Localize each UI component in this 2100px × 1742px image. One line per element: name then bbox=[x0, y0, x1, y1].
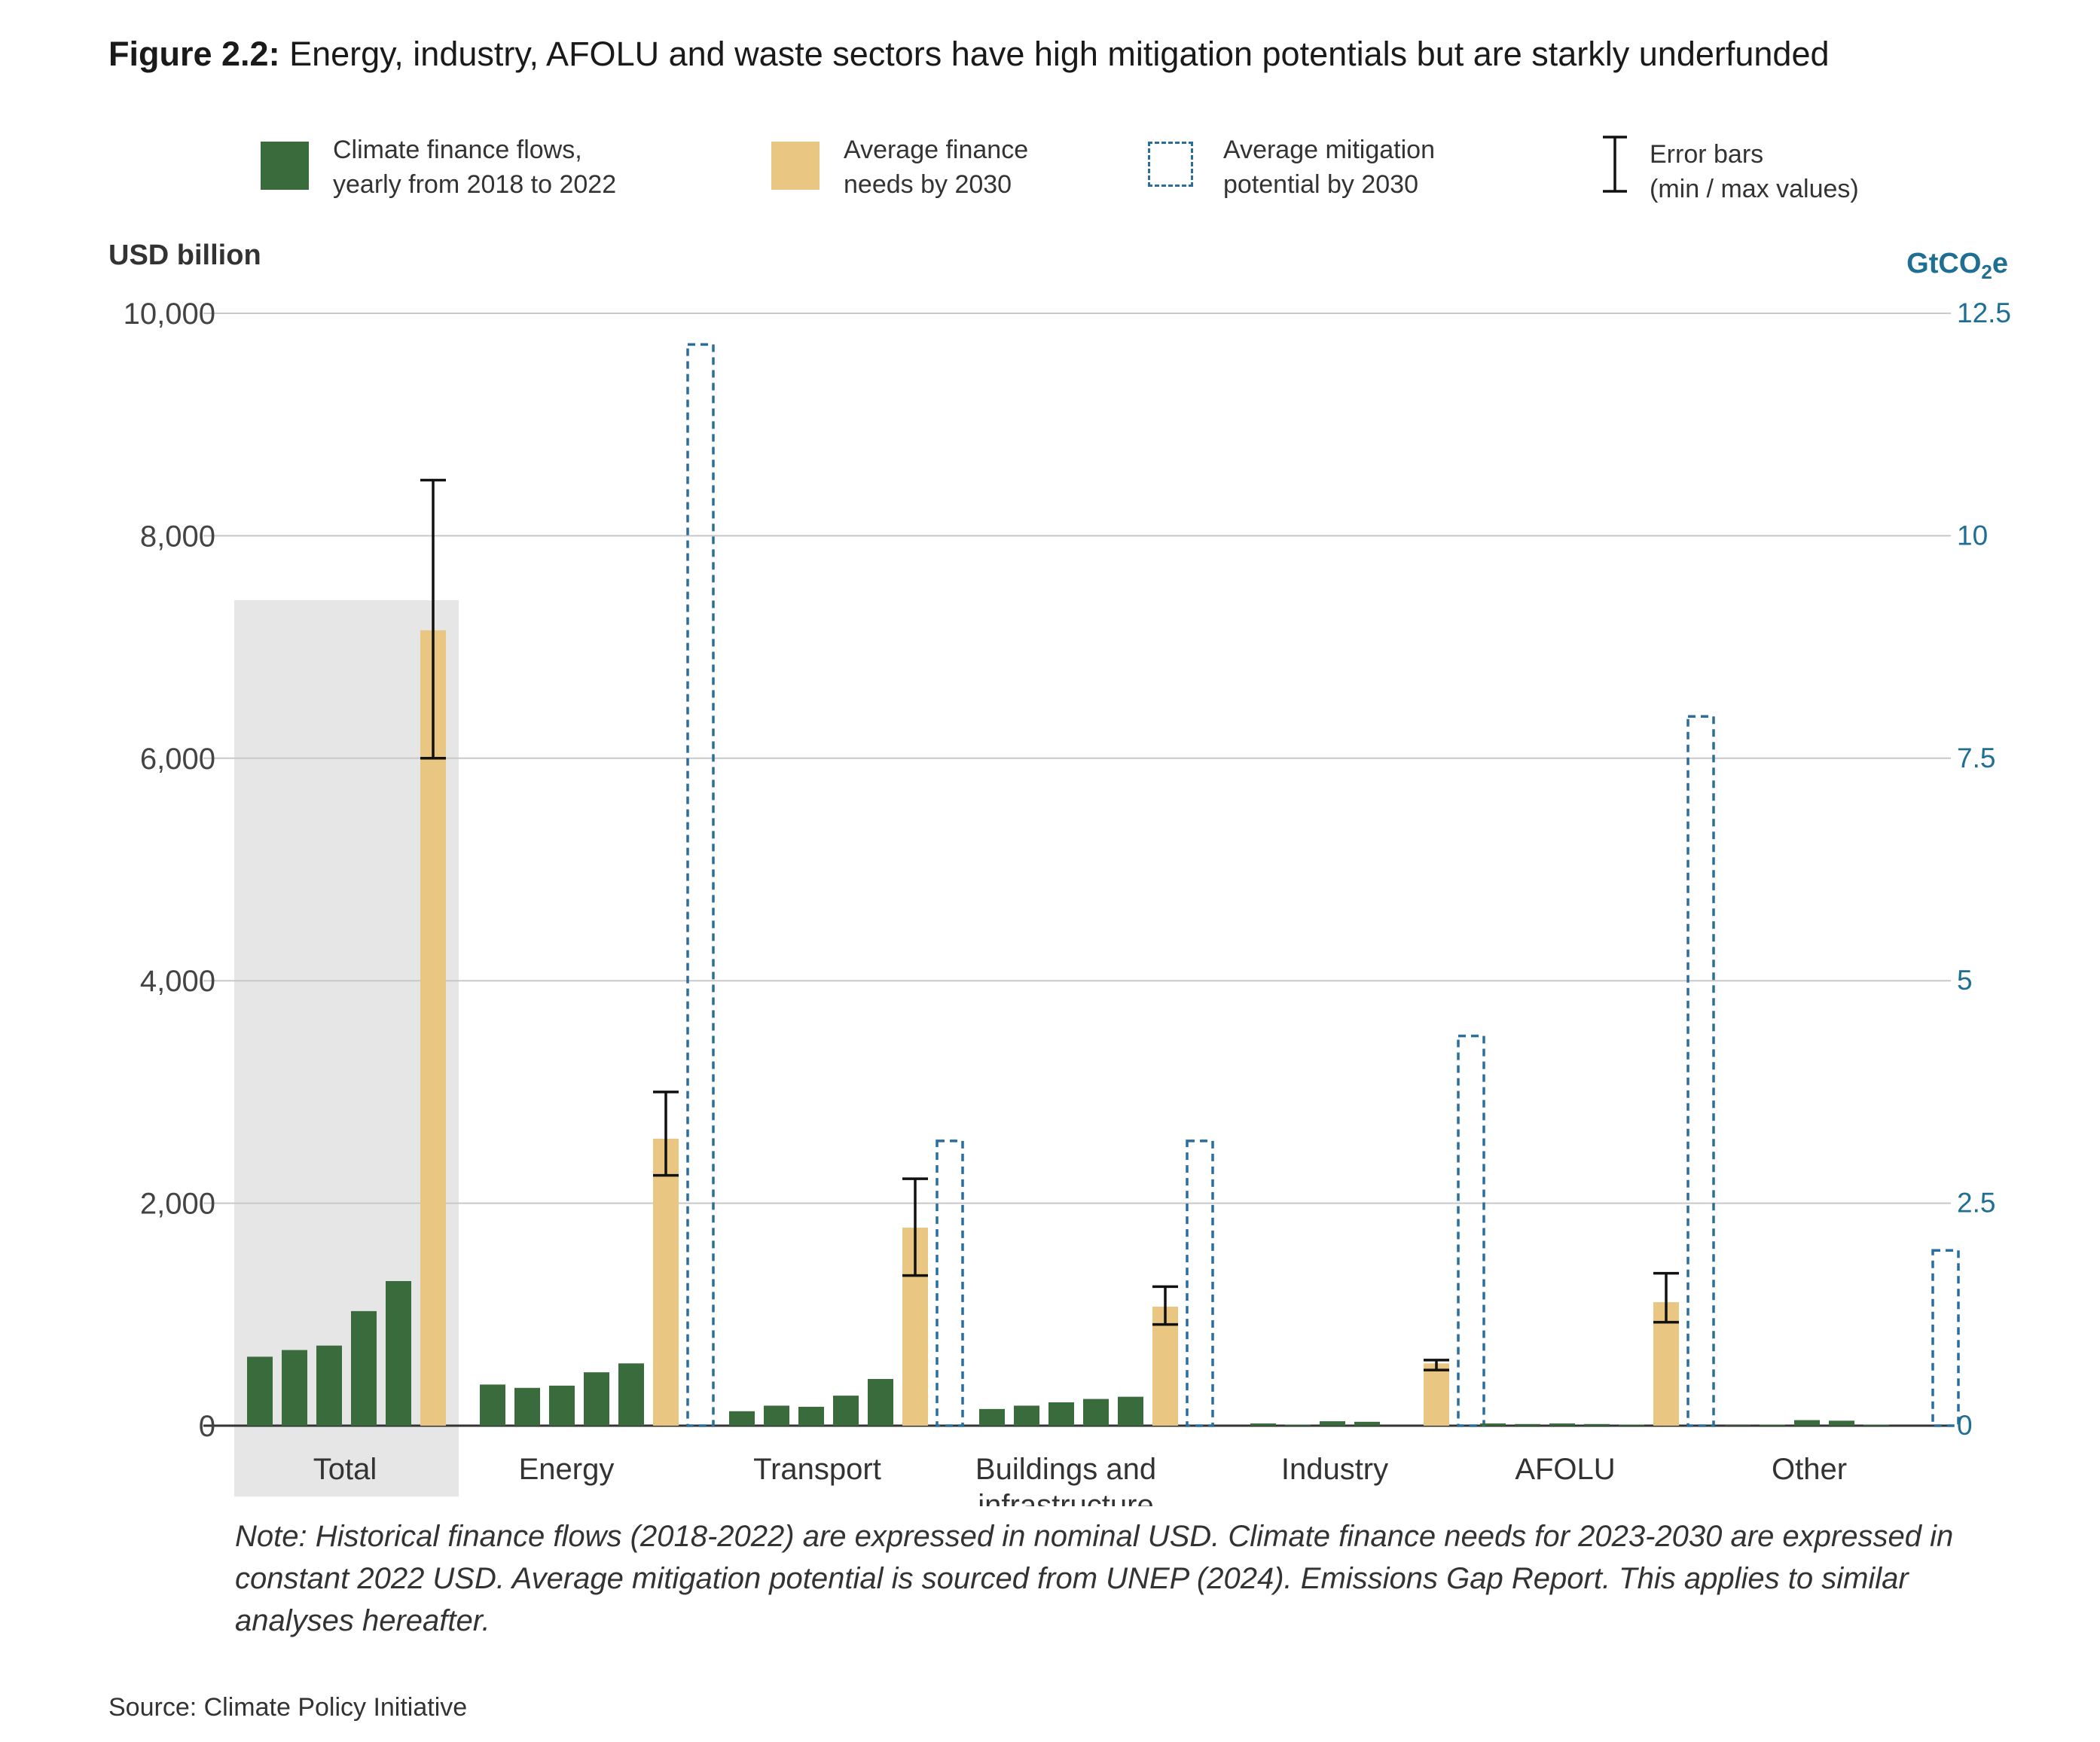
legend-potential-label: Average mitigation potential by 2030 bbox=[1223, 133, 1435, 202]
flow-bar bbox=[1083, 1399, 1109, 1426]
note-text: : Historical finance flows (2018-2022) a… bbox=[235, 1520, 1954, 1637]
potential-bar bbox=[1457, 1034, 1485, 1427]
category-label: Energy bbox=[519, 1453, 615, 1486]
legend-needs: Average finance needs by 2030 bbox=[771, 133, 1088, 200]
flow-bar bbox=[1354, 1421, 1380, 1426]
flow-bar bbox=[1794, 1420, 1820, 1426]
flow-bar bbox=[1725, 1425, 1751, 1426]
y-left-tick-label: 0 bbox=[199, 1410, 215, 1443]
y-right-tick-label: 2.5 bbox=[1957, 1188, 1995, 1219]
flow-bar bbox=[868, 1378, 893, 1426]
bars bbox=[247, 343, 1960, 1427]
flow-bar bbox=[247, 1356, 273, 1426]
flow-bar bbox=[1285, 1424, 1311, 1426]
flow-bar bbox=[351, 1310, 377, 1426]
potential-bar bbox=[1186, 1139, 1214, 1427]
chart: 0 0 2,000 2.5 4,000 5 6,000 7.5 8,000 10 10,000 12.… bbox=[108, 239, 2011, 1506]
flow-bar bbox=[386, 1280, 411, 1426]
needs-bar bbox=[1424, 1363, 1449, 1426]
flow-bar bbox=[1014, 1405, 1039, 1426]
y-right-tick-label: 12.5 bbox=[1957, 297, 2011, 328]
legend-needs-line1: Average finance bbox=[844, 136, 1029, 164]
legend-potential-line2: potential by 2030 bbox=[1223, 170, 1418, 199]
axis-labels: 0 0 2,000 2.5 4,000 5 6,000 7.5 8,000 10 10,000 12.… bbox=[124, 297, 2011, 1506]
y-left-tick-label: 6,000 bbox=[140, 743, 215, 776]
potential-bar bbox=[936, 1139, 964, 1427]
legend-flows-label: Climate finance flows, yearly from 2018 … bbox=[333, 133, 616, 202]
flow-bar bbox=[282, 1350, 307, 1426]
y-right-tick-label: 5 bbox=[1957, 965, 1973, 996]
flow-bar bbox=[618, 1363, 644, 1426]
flow-bar bbox=[1829, 1420, 1854, 1426]
flow-bar bbox=[1515, 1423, 1540, 1426]
category-label: Total bbox=[313, 1453, 377, 1486]
chart-note: Note: Historical finance flows (2018-202… bbox=[235, 1515, 1967, 1642]
y-right-tick-label: 0 bbox=[1957, 1410, 1973, 1441]
flow-bar bbox=[1760, 1424, 1785, 1426]
needs-bar bbox=[653, 1138, 679, 1426]
needs-bar bbox=[1152, 1306, 1178, 1426]
legend-potential: Average mitigation potential by 2030 bbox=[1148, 133, 1540, 200]
legend-errors-line2: (min / max values) bbox=[1650, 175, 1859, 203]
flow-bar bbox=[549, 1385, 575, 1426]
flow-bar bbox=[1863, 1424, 1889, 1426]
page-title: Figure 2.2: Energy, industry, AFOLU and … bbox=[108, 35, 1830, 74]
flow-bar bbox=[1320, 1421, 1345, 1426]
y-axis-right-label: GtCO2e bbox=[1906, 248, 2008, 283]
legend-needs-label: Average finance needs by 2030 bbox=[844, 133, 1028, 202]
y-right-tick-label: 7.5 bbox=[1957, 743, 1995, 773]
flow-bar bbox=[316, 1345, 342, 1426]
category-label: AFOLU bbox=[1515, 1453, 1615, 1486]
flow-bar bbox=[798, 1406, 824, 1426]
legend-needs-swatch bbox=[771, 142, 820, 190]
y-right-tick-label: 10 bbox=[1957, 520, 1988, 551]
y-left-tick-label: 10,000 bbox=[124, 297, 215, 331]
flow-bar bbox=[729, 1411, 755, 1426]
category-label: Other bbox=[1772, 1453, 1847, 1486]
flow-bar bbox=[480, 1384, 505, 1426]
flow-bar bbox=[1619, 1424, 1644, 1426]
y-left-tick-label: 2,000 bbox=[140, 1188, 215, 1221]
flow-bar bbox=[1584, 1423, 1610, 1426]
category-label: Buildings and bbox=[975, 1453, 1156, 1486]
flow-bar bbox=[1048, 1402, 1074, 1426]
needs-bar bbox=[420, 630, 446, 1426]
category-label: infrastructure bbox=[978, 1489, 1153, 1506]
flow-bar bbox=[1250, 1423, 1276, 1426]
flow-bar bbox=[833, 1396, 859, 1426]
legend-errors-line1: Error bars bbox=[1650, 140, 1764, 169]
legend-potential-line1: Average mitigation bbox=[1223, 136, 1435, 164]
legend-errors-label: Error bars (min / max values) bbox=[1650, 137, 1859, 206]
potential-bar bbox=[1686, 715, 1715, 1427]
figure-number: Figure 2.2: bbox=[108, 35, 280, 73]
error-bar-icon bbox=[1603, 136, 1627, 193]
flow-bar bbox=[764, 1405, 789, 1426]
note-label: Note bbox=[235, 1520, 299, 1553]
flow-bar bbox=[514, 1387, 540, 1426]
figure-title-text: Energy, industry, AFOLU and waste sector… bbox=[279, 35, 1830, 73]
legend-flows: Climate finance flows, yearly from 2018 … bbox=[261, 133, 652, 200]
y-left-tick-label: 8,000 bbox=[140, 520, 215, 553]
flow-bar bbox=[1549, 1423, 1575, 1426]
legend-flows-swatch bbox=[261, 142, 309, 190]
flow-bar bbox=[584, 1372, 609, 1426]
y-axis-left-label: USD billion bbox=[108, 239, 261, 271]
y-left-tick-label: 4,000 bbox=[140, 965, 215, 998]
flow-bar bbox=[1118, 1396, 1143, 1426]
potential-bar bbox=[1931, 1249, 1960, 1427]
potential-bar bbox=[686, 343, 715, 1427]
flow-bar bbox=[979, 1408, 1005, 1426]
legend-errors: Error bars (min / max values) bbox=[1592, 133, 1894, 203]
legend-flows-line2: yearly from 2018 to 2022 bbox=[333, 170, 617, 199]
category-label: Transport bbox=[753, 1453, 881, 1486]
category-label: Industry bbox=[1281, 1453, 1388, 1486]
legend-potential-swatch bbox=[1148, 142, 1193, 187]
chart-source: Source: Climate Policy Initiative bbox=[108, 1693, 468, 1722]
legend-needs-line2: needs by 2030 bbox=[844, 170, 1012, 199]
flow-bar bbox=[1480, 1423, 1506, 1426]
legend-flows-line1: Climate finance flows, bbox=[333, 136, 582, 164]
